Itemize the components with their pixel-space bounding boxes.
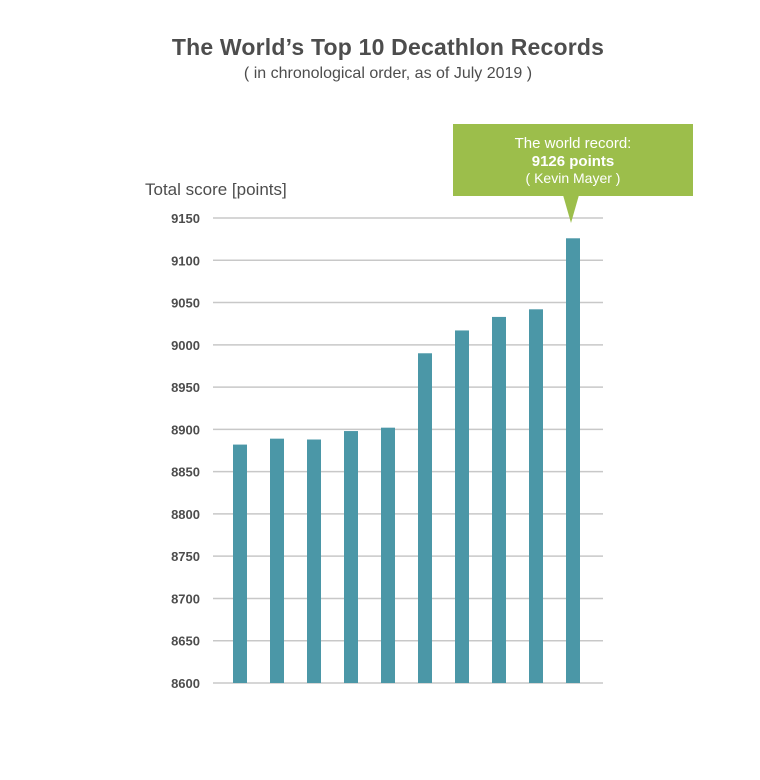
bar: [418, 353, 432, 683]
bar: [233, 444, 247, 683]
y-tick-label: 8850: [171, 465, 200, 480]
y-tick-label: 9100: [171, 253, 200, 268]
y-tick-label: 8900: [171, 422, 200, 437]
y-tick-label: 8650: [171, 634, 200, 649]
y-tick-label: 9150: [171, 211, 200, 226]
bar: [307, 439, 321, 683]
y-tick-label: 8750: [171, 549, 200, 564]
bar: [270, 438, 284, 683]
bar: [344, 431, 358, 683]
callout-line-2: 9126 points: [531, 153, 615, 170]
bar: [529, 309, 543, 683]
y-tick-label: 9000: [171, 338, 200, 353]
callout-pointer: [563, 195, 579, 223]
y-tick-label: 8800: [171, 507, 200, 522]
y-tick-label: 9050: [171, 296, 200, 311]
world-record-callout: The world record: 9126 points ( Kevin Ma…: [453, 124, 693, 196]
bar: [566, 238, 580, 684]
chart-title: The World’s Top 10 Decathlon Records: [171, 34, 605, 60]
y-tick-label: 8950: [171, 380, 200, 395]
y-axis-label: Total score [points]: [145, 180, 287, 199]
callout-line-1: The world record:: [514, 135, 632, 152]
bar: [492, 316, 506, 683]
callout-line-3: ( Kevin Mayer ): [525, 170, 621, 186]
y-tick-label: 8700: [171, 591, 200, 606]
bar: [381, 427, 395, 683]
bar: [455, 330, 469, 683]
chart-subtitle: ( in chronological order, as of July 201…: [243, 65, 533, 82]
y-tick-label: 8600: [171, 676, 200, 691]
